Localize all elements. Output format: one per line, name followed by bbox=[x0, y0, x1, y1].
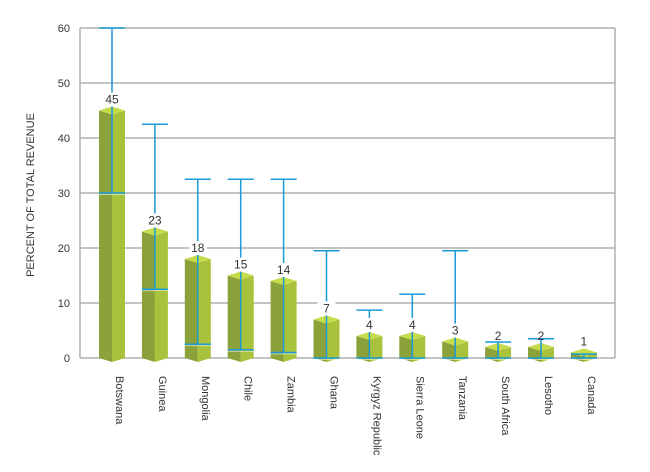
y-tick-label: 20 bbox=[58, 243, 70, 255]
bar-left-face bbox=[442, 341, 456, 362]
value-label-bg bbox=[274, 263, 293, 277]
bar-botswana: 45 bbox=[99, 27, 125, 362]
bar-left-face bbox=[99, 110, 112, 362]
value-label-bg bbox=[231, 257, 250, 272]
y-tick-label: 40 bbox=[58, 133, 70, 145]
value-label-bg bbox=[403, 318, 422, 332]
value-label: 4 bbox=[409, 318, 416, 332]
value-label: 3 bbox=[452, 324, 459, 338]
value-label-bg bbox=[103, 92, 121, 107]
x-tick-label: Chile bbox=[242, 376, 254, 401]
bar-right-face bbox=[455, 341, 469, 362]
bar-right-face bbox=[326, 319, 340, 362]
value-label-bg bbox=[446, 323, 465, 338]
value-label: 4 bbox=[366, 318, 373, 332]
x-tick-label: Zambia bbox=[285, 376, 297, 414]
bar-chile: 15 bbox=[227, 178, 254, 362]
value-label: 2 bbox=[538, 329, 545, 343]
bar-mongolia: 18 bbox=[184, 178, 211, 362]
bar-zambia: 14 bbox=[270, 178, 297, 362]
value-label: 18 bbox=[191, 241, 205, 255]
x-tick-label: Mongolia bbox=[199, 376, 211, 422]
x-tick-label: South Africa bbox=[499, 376, 511, 436]
x-tick-label: Guinea bbox=[156, 376, 168, 412]
bar-south-africa: 2 bbox=[485, 329, 512, 362]
bar-tanzania: 3 bbox=[442, 250, 469, 362]
value-label: 7 bbox=[323, 302, 330, 316]
value-label: 1 bbox=[581, 335, 588, 349]
value-label-bg bbox=[360, 318, 379, 332]
value-label-bg bbox=[145, 213, 164, 228]
value-label: 23 bbox=[148, 214, 162, 228]
bar-left-face bbox=[184, 259, 198, 362]
x-tick-label: Canada bbox=[585, 376, 597, 415]
y-tick-label: 0 bbox=[64, 353, 70, 365]
x-tick-label: Kyrgyz Republic bbox=[370, 376, 382, 456]
value-label: 45 bbox=[105, 93, 119, 107]
value-label: 15 bbox=[234, 258, 248, 272]
bar-sierra-leone: 4 bbox=[399, 293, 426, 362]
bar-ghana: 7 bbox=[313, 250, 340, 362]
bar-right-face bbox=[283, 281, 297, 362]
value-label-bg bbox=[317, 301, 336, 316]
bar-left-face bbox=[356, 336, 370, 362]
bar-kyrgyz-republic: 4 bbox=[356, 309, 383, 362]
x-tick-label: Sierra Leone bbox=[413, 376, 425, 439]
bar-lesotho: 2 bbox=[528, 329, 554, 362]
y-tick-label: 60 bbox=[58, 23, 70, 35]
y-tick-label: 10 bbox=[58, 298, 70, 310]
x-tick-label: Tanzania bbox=[456, 376, 468, 421]
y-axis-label: PERCENT OF TOTAL REVENUE bbox=[25, 113, 37, 277]
bar-right-face bbox=[240, 275, 254, 362]
bar-right-face bbox=[112, 110, 125, 362]
x-tick-label: Botswana bbox=[113, 376, 125, 425]
bar-left-face bbox=[313, 319, 327, 362]
bar-right-face bbox=[412, 336, 426, 362]
value-label: 2 bbox=[495, 329, 502, 343]
bar-left-face bbox=[270, 281, 284, 362]
bar-right-face bbox=[369, 336, 383, 362]
value-label-bg bbox=[188, 241, 207, 255]
bar-left-face bbox=[227, 275, 241, 362]
y-tick-label: 50 bbox=[58, 78, 70, 90]
y-tick-label: 30 bbox=[58, 188, 70, 200]
bar-left-face bbox=[399, 336, 413, 362]
bar-right-face bbox=[197, 259, 211, 362]
bar-right-face bbox=[154, 231, 168, 362]
bar-left-face bbox=[141, 231, 155, 362]
bar-guinea: 23 bbox=[141, 123, 168, 362]
x-tick-label: Ghana bbox=[328, 376, 340, 410]
x-tick-label: Lesotho bbox=[542, 376, 554, 415]
bar-canada: 1 bbox=[570, 335, 597, 362]
value-label: 14 bbox=[277, 263, 291, 277]
